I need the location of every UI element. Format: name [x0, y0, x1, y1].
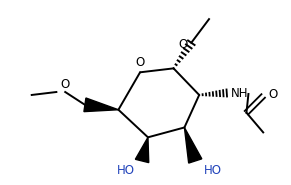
Text: O: O — [179, 38, 188, 51]
Text: O: O — [61, 78, 70, 91]
Text: HO: HO — [117, 164, 135, 177]
Text: O: O — [135, 56, 145, 69]
Text: NH: NH — [231, 88, 248, 100]
Polygon shape — [184, 127, 202, 163]
Text: HO: HO — [204, 164, 222, 177]
Text: O: O — [268, 88, 278, 101]
Polygon shape — [84, 98, 118, 112]
Polygon shape — [135, 137, 149, 163]
